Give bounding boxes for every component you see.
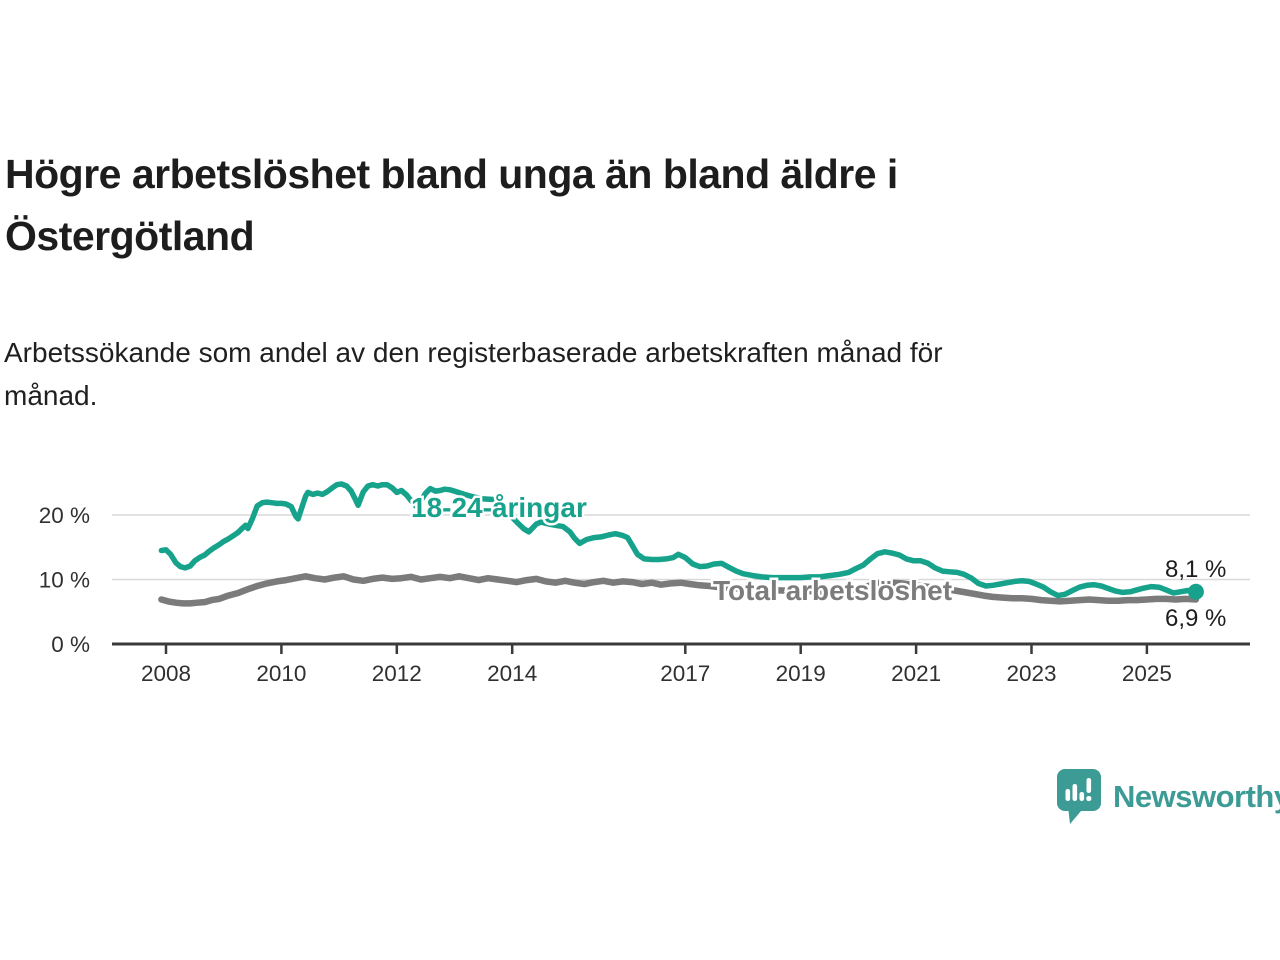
series-line-18-24-ringar (158, 481, 1199, 599)
page-title-line-2: Östergötland (5, 213, 255, 259)
annotation-value-young: 8,1 % (1165, 556, 1226, 583)
page-title-line-1: Högre arbetslöshet bland unga än bland ä… (5, 151, 898, 197)
y-tick-label: 10 % (39, 568, 90, 593)
logo-bubble-shape (1057, 769, 1101, 824)
page-subtitle-line-1: Arbetssökande som andel av den registerb… (4, 337, 943, 368)
annotation-label-total: Total arbetslöshet (713, 575, 952, 606)
x-tick-label: 2012 (372, 661, 422, 686)
series-line-total-arbetsl-shet (158, 573, 1200, 607)
logo-bar-medium (1072, 784, 1078, 801)
x-tick-label: 2008 (141, 661, 191, 686)
y-tick-label: 0 % (51, 632, 90, 657)
newsworthy-logo-icon (1057, 769, 1101, 824)
x-tick-label: 2017 (660, 661, 710, 686)
logo-bar-tall (1079, 792, 1085, 801)
x-tick-label: 2010 (256, 661, 306, 686)
brand-footer[interactable]: Newsworthy (1056, 768, 1280, 826)
page-title: Högre arbetslöshet bland unga än bland ä… (5, 143, 898, 267)
page-subtitle: Arbetssökande som andel av den registerb… (4, 331, 943, 417)
series-end-dot (1187, 583, 1204, 600)
logo-exclamation-dot (1086, 795, 1092, 802)
line-chart-canvas: 0 % 10 % 20 % 2008 2010 2012 2014 2017 2019 2021 2… (39, 481, 1250, 686)
x-tick-label: 2014 (487, 661, 537, 686)
y-tick-label: 20 % (39, 503, 90, 528)
x-tick-label: 2023 (1006, 661, 1056, 686)
logo-exclamation-bar (1086, 778, 1092, 793)
line-chart: 0 % 10 % 20 % 2008 2010 2012 2014 2017 2019 2021 2… (0, 440, 1280, 690)
logo-bar-small (1065, 789, 1071, 801)
annotation-value-total: 6,9 % (1165, 605, 1226, 632)
brand-name[interactable]: Newsworthy (1113, 779, 1280, 814)
page-subtitle-line-2: månad. (4, 380, 98, 411)
x-tick-label: 2019 (776, 661, 826, 686)
x-tick-label: 2025 (1122, 661, 1172, 686)
x-tick-label: 2021 (891, 661, 941, 686)
annotation-label-young: 18-24-åringar (411, 492, 587, 523)
